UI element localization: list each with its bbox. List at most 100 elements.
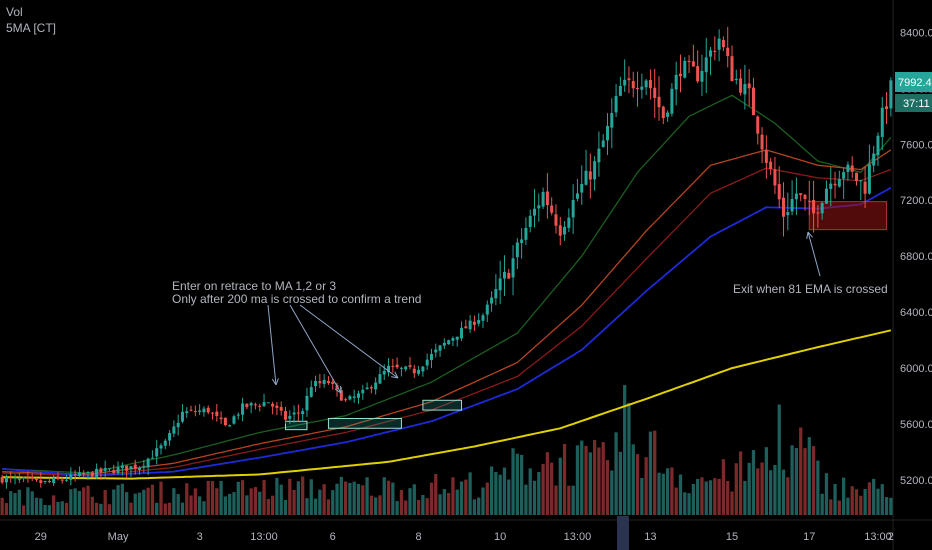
- entry-zone: [285, 420, 308, 431]
- candle-body: [859, 180, 863, 182]
- candle-body: [889, 80, 893, 109]
- volume-bar: [356, 483, 361, 515]
- volume-bar: [206, 480, 210, 515]
- candle-body: [524, 227, 528, 240]
- candle-body: [17, 478, 21, 480]
- volume-bar: [429, 482, 434, 515]
- candle-body: [176, 422, 180, 428]
- volume-bar: [39, 498, 43, 515]
- candle-body: [648, 79, 652, 89]
- volume-bar: [614, 432, 618, 515]
- volume-bar: [167, 502, 172, 515]
- candle-body: [653, 87, 657, 98]
- candle-body: [477, 320, 481, 324]
- candle-body: [352, 396, 356, 398]
- candle-body: [189, 409, 193, 411]
- candle-body: [803, 194, 807, 200]
- candle-body: [571, 200, 575, 218]
- candle-body: [202, 408, 206, 413]
- volume-bar: [382, 477, 386, 515]
- candle-body: [374, 382, 378, 390]
- annotation-arrow: [267, 304, 277, 386]
- volume-bar: [824, 473, 829, 515]
- arrows: [267, 231, 821, 394]
- volume-bar: [580, 440, 584, 515]
- volume-bar: [434, 473, 438, 515]
- candle-body: [279, 406, 283, 411]
- candle-body: [674, 74, 678, 90]
- volume-bar: [811, 446, 816, 515]
- volume-bars: [0, 385, 893, 515]
- candle-body: [829, 183, 833, 189]
- annotation-arrow: [289, 304, 342, 394]
- candle-body: [554, 214, 558, 226]
- ma-line-2: [2, 149, 892, 476]
- candle-body: [22, 477, 26, 479]
- x-tick-label: 8: [416, 531, 422, 543]
- candle-body: [515, 242, 519, 258]
- volume-bar: [786, 477, 790, 515]
- candle-body: [99, 468, 103, 473]
- candle-body: [837, 179, 841, 187]
- volume-bar: [773, 464, 777, 515]
- candle-body: [751, 87, 755, 116]
- candle-body: [636, 87, 640, 90]
- volume-bar: [532, 480, 537, 515]
- candle-body: [520, 239, 524, 243]
- volume-bar: [841, 477, 846, 515]
- volume-bar: [726, 481, 730, 515]
- candle-body: [288, 415, 292, 419]
- entry-zone: [422, 399, 463, 411]
- ma-layer: [2, 94, 892, 477]
- candle-body: [155, 448, 159, 457]
- volume-bar: [129, 502, 133, 515]
- entry-annotation-1: Enter on retrace to MA 1,2 or 3: [172, 279, 337, 293]
- volume-bar: [708, 480, 713, 515]
- volume-bar: [747, 462, 751, 515]
- volume-bar: [416, 499, 421, 515]
- volume-bar: [447, 493, 451, 515]
- candle-body: [580, 184, 584, 193]
- volume-bar: [464, 479, 468, 515]
- candle-body: [567, 217, 571, 228]
- candle-body: [605, 126, 610, 141]
- volume-bar: [266, 498, 270, 515]
- candle-body: [472, 321, 476, 325]
- candle-body: [661, 106, 665, 119]
- candle-body: [726, 47, 730, 57]
- volume-bar: [661, 473, 665, 515]
- candle-body: [872, 153, 876, 166]
- candle-body: [850, 165, 854, 172]
- candle-body: [0, 477, 4, 483]
- candle-body: [369, 387, 373, 389]
- volume-bar: [365, 477, 369, 515]
- candle-body: [678, 73, 682, 77]
- candle-body: [103, 468, 107, 471]
- volume-bar: [236, 481, 240, 515]
- volume-bar: [769, 470, 773, 515]
- volume-bar: [404, 500, 408, 515]
- volume-bar: [202, 501, 206, 515]
- volume-bar: [288, 478, 292, 515]
- volume-bar: [803, 448, 807, 515]
- volume-bar: [678, 474, 683, 515]
- candle-body: [82, 472, 86, 475]
- candle-body: [193, 411, 197, 413]
- candle-body: [30, 476, 34, 479]
- candle-body: [807, 200, 811, 202]
- y-tick-label: 6400.00: [900, 307, 932, 319]
- volume-bar: [408, 488, 412, 515]
- volume-bar: [94, 502, 99, 515]
- candle-body: [219, 417, 223, 420]
- candle-body: [631, 81, 635, 89]
- legend-ma: 5MA [CT]: [6, 21, 57, 35]
- candle-body: [150, 457, 154, 459]
- volume-bar: [412, 484, 416, 515]
- volume-bar: [717, 478, 721, 515]
- candle-body: [120, 465, 124, 469]
- candle-body: [769, 161, 773, 169]
- candle-body: [43, 481, 47, 483]
- y-tick-label: 5200.00: [900, 475, 932, 487]
- candle-body: [4, 477, 8, 483]
